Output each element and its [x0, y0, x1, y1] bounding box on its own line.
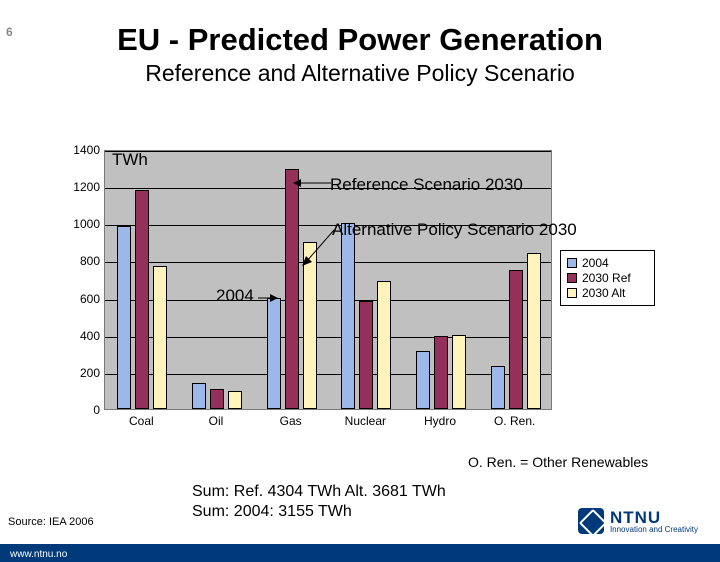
- bar: [509, 270, 523, 409]
- legend-label: 2030 Ref: [582, 271, 631, 285]
- bar: [117, 226, 131, 409]
- arrow-icon: [300, 228, 336, 268]
- sum-line-1: Sum: Ref. 4304 TWh Alt. 3681 TWh: [192, 482, 446, 502]
- legend-label: 2004: [582, 256, 609, 270]
- bar: [228, 391, 242, 409]
- x-label: Oil: [209, 414, 224, 428]
- bar: [341, 223, 355, 409]
- bar-chart: 0200400600800100012001400 CoalOilGasNucl…: [62, 150, 662, 450]
- y-tick: 400: [80, 329, 100, 343]
- slide-number: 6: [6, 25, 13, 39]
- y-tick: 1000: [73, 217, 100, 231]
- bar: [527, 253, 541, 409]
- bar: [285, 169, 299, 409]
- arrow-icon: [293, 175, 333, 191]
- source-text: Source: IEA 2006: [8, 516, 94, 528]
- bar: [192, 383, 206, 409]
- sum-line-2: Sum: 2004: 3155 TWh: [192, 502, 446, 522]
- x-label: Nuclear: [345, 414, 386, 428]
- annotation-2004: 2004: [216, 286, 254, 306]
- bar: [135, 190, 149, 409]
- logo-name: NTNU: [610, 509, 698, 526]
- bar: [267, 298, 281, 409]
- logo-tagline: Innovation and Creativity: [610, 526, 698, 534]
- page-subtitle: Reference and Alternative Policy Scenari…: [0, 60, 720, 87]
- y-tick: 800: [80, 254, 100, 268]
- bar: [359, 301, 373, 409]
- bar: [377, 281, 391, 409]
- summary-text: Sum: Ref. 4304 TWh Alt. 3681 TWh Sum: 20…: [192, 482, 446, 522]
- footer-bar: [0, 544, 720, 562]
- legend-label: 2030 Alt: [582, 286, 625, 300]
- bar: [491, 366, 505, 409]
- ntnu-logo: NTNU Innovation and Creativity: [578, 508, 698, 534]
- bar: [416, 351, 430, 409]
- annotation-alt-2030: Alternative Policy Scenario 2030: [332, 220, 577, 240]
- legend-item: 2004: [567, 256, 648, 270]
- x-axis-labels: Coal Oil Gas Nuclear Hydro O. Ren.: [104, 414, 552, 434]
- y-tick: 600: [80, 292, 100, 306]
- x-label: Hydro: [424, 414, 456, 428]
- note-other-renewables: O. Ren. = Other Renewables: [468, 454, 648, 470]
- y-tick: 200: [80, 366, 100, 380]
- bar: [434, 336, 448, 409]
- bar: [210, 389, 224, 409]
- x-label: Gas: [280, 414, 302, 428]
- y-tick: 1400: [73, 143, 100, 157]
- x-label: O. Ren.: [494, 414, 535, 428]
- y-axis: 0200400600800100012001400: [62, 150, 102, 410]
- footer-url: www.ntnu.no: [10, 549, 67, 560]
- y-tick: 0: [93, 403, 100, 417]
- bar: [452, 335, 466, 409]
- legend: 20042030 Ref2030 Alt: [560, 250, 655, 306]
- legend-item: 2030 Alt: [567, 286, 648, 300]
- legend-swatch: [567, 273, 577, 283]
- legend-swatch: [567, 288, 577, 298]
- arrow-icon: [258, 292, 280, 304]
- legend-item: 2030 Ref: [567, 271, 648, 285]
- annotation-ref-2030: Reference Scenario 2030: [330, 175, 523, 195]
- x-label: Coal: [129, 414, 154, 428]
- page-title: EU - Predicted Power Generation: [0, 22, 720, 58]
- legend-swatch: [567, 258, 577, 268]
- logo-icon: [578, 508, 604, 534]
- bar: [153, 266, 167, 409]
- y-tick: 1200: [73, 180, 100, 194]
- y-axis-label: TWh: [112, 150, 148, 170]
